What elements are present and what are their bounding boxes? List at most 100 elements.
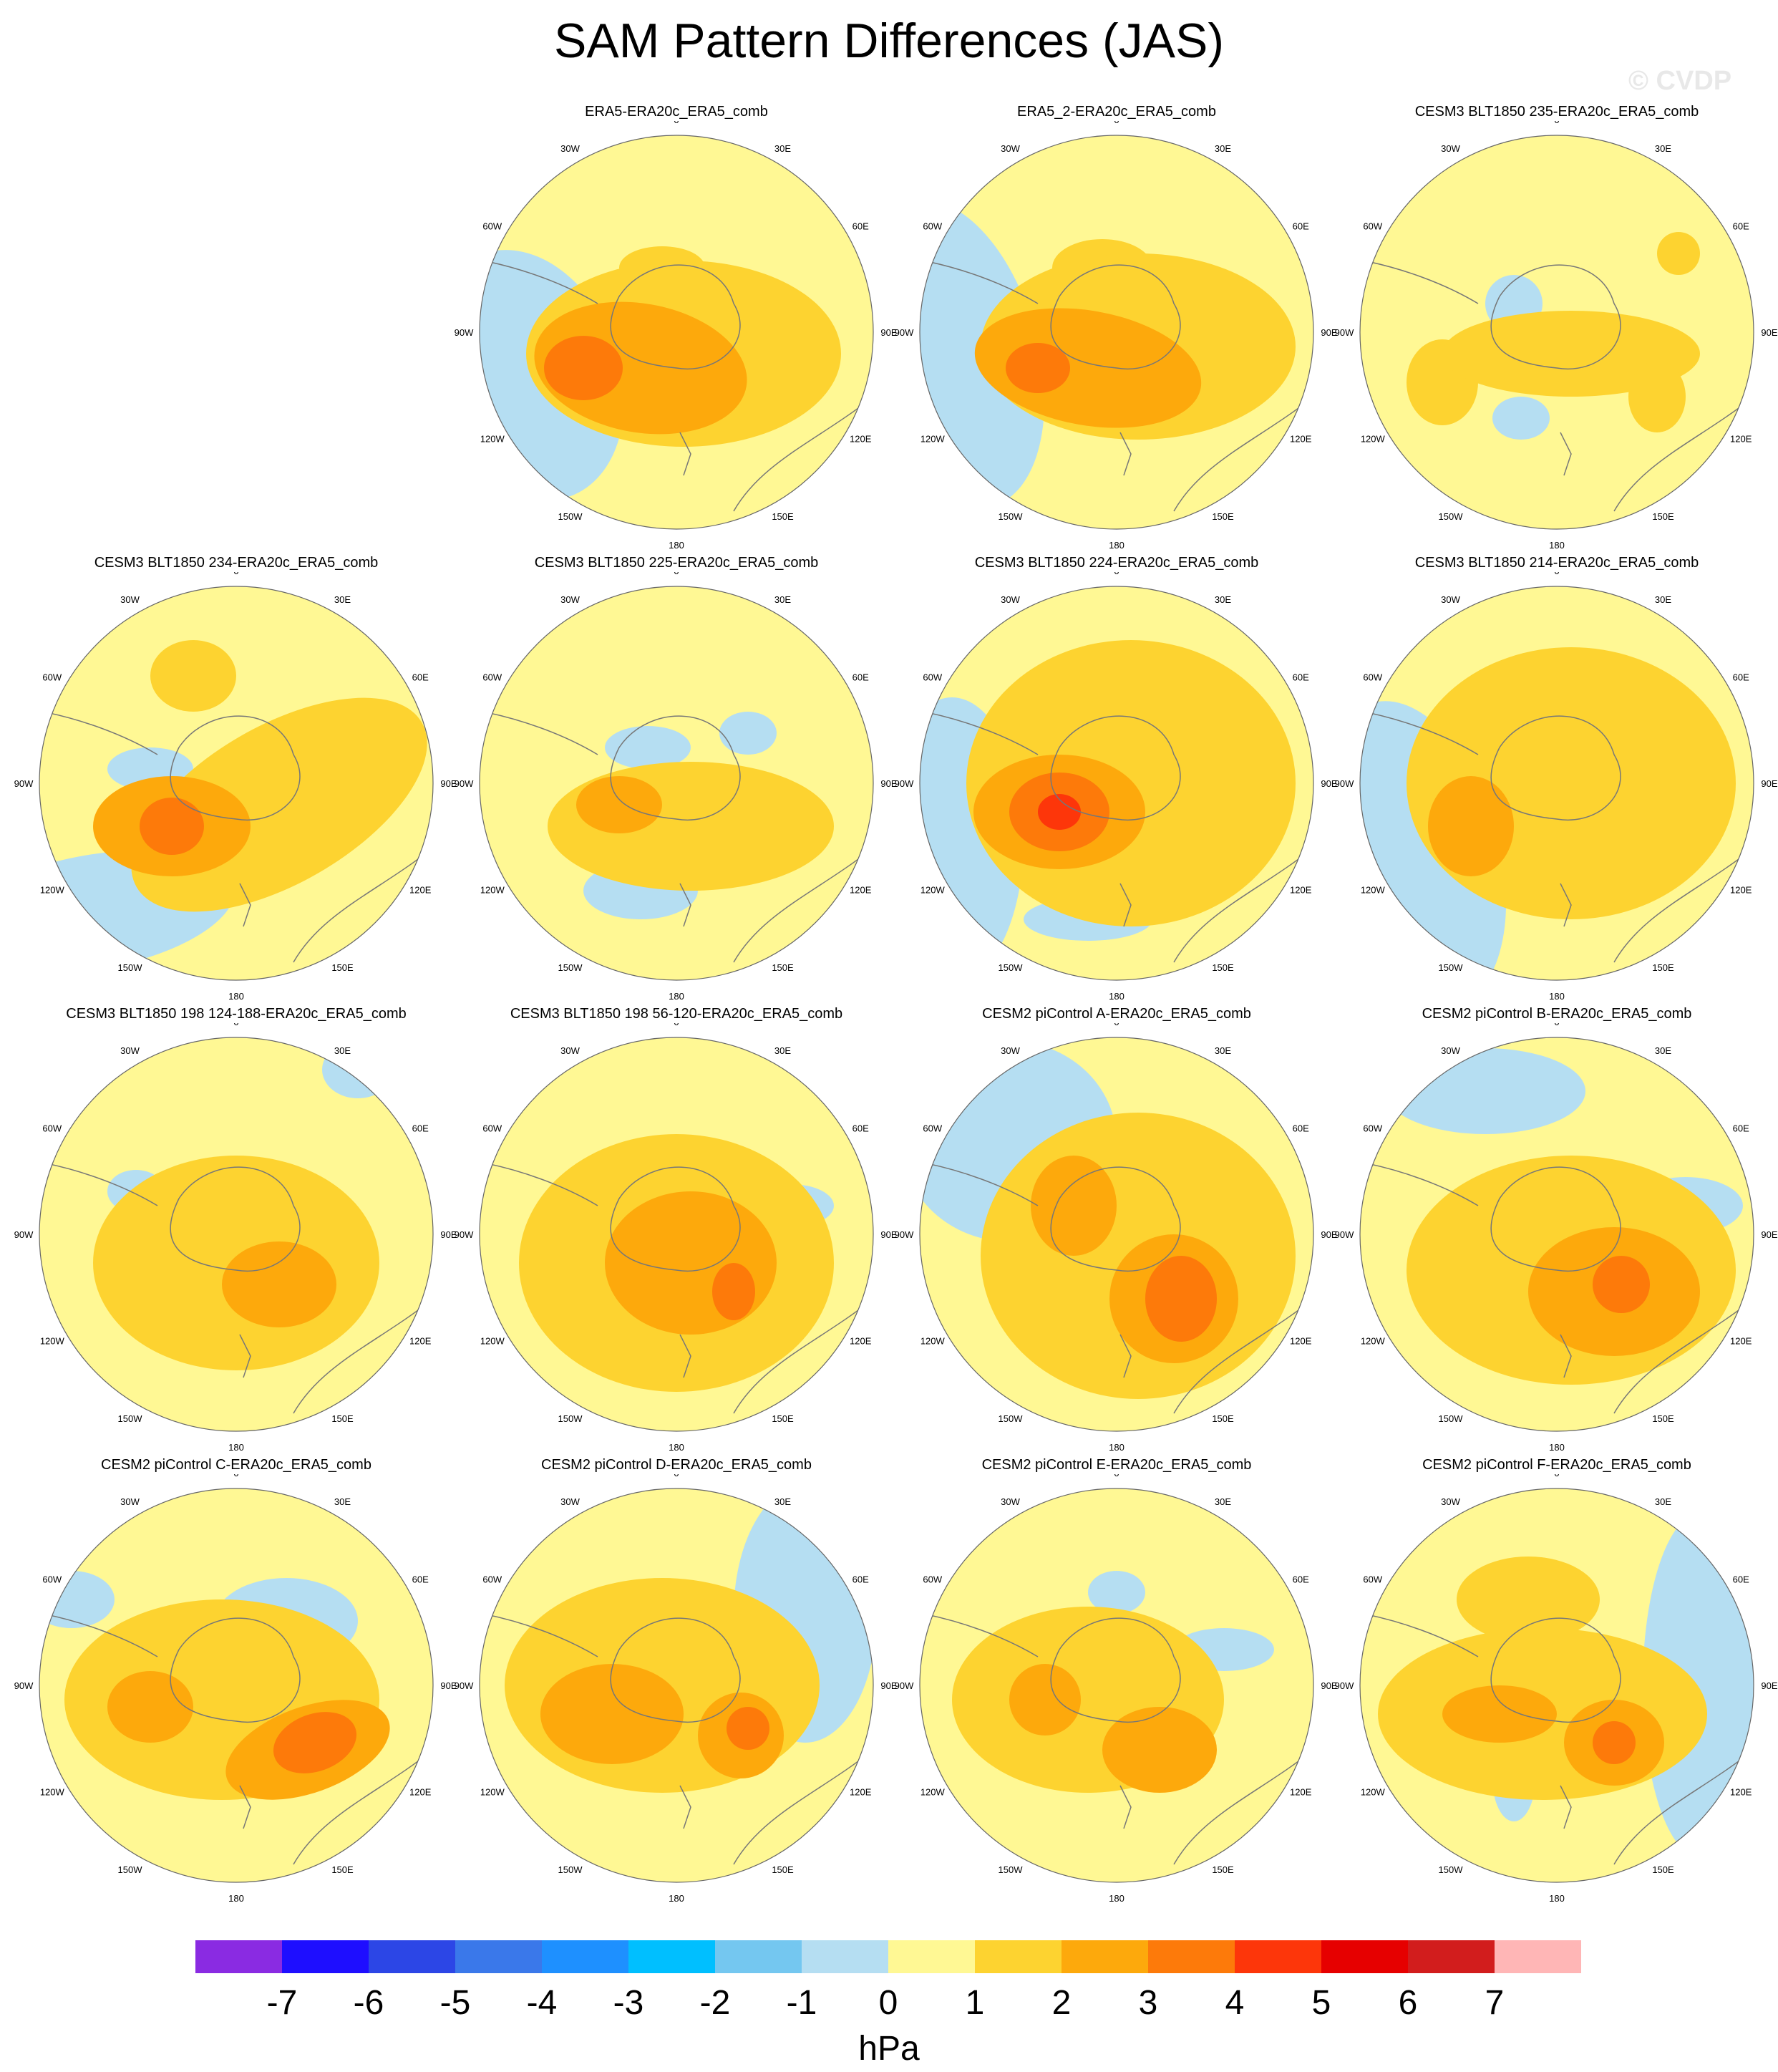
longitude-label: 60W xyxy=(1363,672,1382,683)
longitude-label: 60W xyxy=(482,221,502,232)
new-zealand-coastline xyxy=(679,883,691,927)
colorbar-tick-label: 7 xyxy=(1485,1984,1505,2022)
longitude-label: 60E xyxy=(852,1574,869,1585)
longitude-label: 120E xyxy=(1730,1336,1752,1347)
panel-title: ERA5_2-ERA20c_ERA5_comb xyxy=(1017,104,1216,120)
longitude-label: 60E xyxy=(412,1574,429,1585)
colorbar-segment xyxy=(1321,1940,1408,1973)
polar-map: 0 30E 60E 90E 120E 150E 180 150W 120W 90W 60W 30W xyxy=(14,1474,457,1904)
longitude-label: 150W xyxy=(558,962,583,973)
contour-fill xyxy=(1593,1721,1636,1764)
contour-fill xyxy=(273,1712,357,1773)
antarctica-coastline xyxy=(1050,1617,1181,1723)
south-america-coastline xyxy=(923,1613,1039,1657)
contour-fill xyxy=(544,336,623,400)
longitude-label: 150W xyxy=(118,1413,143,1424)
panel-title: CESM2 piControl D-ERA20c_ERA5_comb xyxy=(541,1457,812,1473)
polar-map: 0 30E 60E 90E 120E 150E 180 150W 120W 90W 60W 30W xyxy=(895,121,1338,551)
longitude-label: 120W xyxy=(40,1336,65,1347)
longitude-label: 0 xyxy=(674,1474,679,1478)
longitude-label: 30W xyxy=(560,594,580,605)
contour-fill xyxy=(1657,232,1700,275)
longitude-label: 90W xyxy=(14,778,34,789)
longitude-label: 90W xyxy=(455,1229,474,1240)
longitude-label: 90W xyxy=(1335,778,1354,789)
new-zealand-coastline xyxy=(1119,883,1132,927)
polar-map: 0 30E 60E 90E 120E 150E 180 150W 120W 90W 60W 30W xyxy=(895,1474,1338,1904)
australia-coastline xyxy=(293,1749,433,1865)
australia-coastline xyxy=(293,1298,433,1414)
colorbar-segment xyxy=(975,1940,1062,1973)
longitude-label: 60E xyxy=(1293,1574,1309,1585)
longitude-label: 60E xyxy=(1733,1123,1749,1134)
map-border xyxy=(1359,1488,1754,1883)
longitude-label: 180 xyxy=(1549,1893,1565,1904)
longitude-label: 60W xyxy=(42,672,62,683)
panel-title: CESM3 BLT1850 234-ERA20c_ERA5_comb xyxy=(94,555,379,571)
map-border xyxy=(479,1488,874,1883)
longitude-label: 120W xyxy=(920,434,946,445)
longitude-label: 120W xyxy=(1361,434,1386,445)
longitude-label: 150E xyxy=(1652,962,1674,973)
longitude-label: 150E xyxy=(1652,1413,1674,1424)
longitude-label: 30E xyxy=(1655,594,1671,605)
longitude-label: 0 xyxy=(674,1023,679,1027)
longitude-label: 150E xyxy=(772,1413,794,1424)
longitude-label: 150E xyxy=(1212,511,1234,522)
colorbar-tick-label: -2 xyxy=(699,1984,731,2022)
longitude-label: 180 xyxy=(228,991,244,1002)
longitude-label: 60E xyxy=(852,672,869,683)
map-border xyxy=(919,1488,1314,1883)
colorbar-tick-label: 0 xyxy=(878,1984,898,2022)
contour-fill xyxy=(974,308,1202,428)
longitude-label: 180 xyxy=(1549,991,1565,1002)
longitude-label: 30W xyxy=(560,143,580,154)
australia-coastline xyxy=(733,396,873,512)
contour-fill xyxy=(1593,1256,1650,1313)
new-zealand-coastline xyxy=(239,1334,251,1378)
longitude-label: 60W xyxy=(482,1574,502,1585)
longitude-label: 180 xyxy=(228,1442,244,1453)
colorbar-units: hPa xyxy=(858,2030,920,2068)
longitude-label: 120W xyxy=(1361,885,1386,896)
longitude-label: 60E xyxy=(1733,672,1749,683)
polar-map: 0 30E 60E 90E 120E 150E 180 150W 120W 90W 60W 30W xyxy=(895,572,1338,1002)
longitude-label: 150E xyxy=(1212,962,1234,973)
longitude-label: 30E xyxy=(1215,1496,1231,1507)
longitude-label: 120E xyxy=(1730,885,1752,896)
longitude-label: 120W xyxy=(1361,1336,1386,1347)
australia-coastline xyxy=(1173,847,1313,963)
longitude-label: 60E xyxy=(1293,672,1309,683)
longitude-label: 90E xyxy=(1321,327,1337,338)
longitude-label: 60W xyxy=(1363,1574,1382,1585)
australia-coastline xyxy=(1173,396,1313,512)
australia-coastline xyxy=(1613,1749,1754,1865)
new-zealand-coastline xyxy=(679,432,691,476)
longitude-label: 0 xyxy=(233,1474,238,1478)
longitude-label: 180 xyxy=(669,991,684,1002)
longitude-label: 150E xyxy=(331,1864,354,1875)
longitude-label: 60E xyxy=(852,221,869,232)
longitude-label: 120W xyxy=(480,1336,505,1347)
longitude-label: 60W xyxy=(42,1123,62,1134)
panel-title: CESM3 BLT1850 198 124-188-ERA20c_ERA5_co… xyxy=(66,1006,407,1022)
map-panel: CESM2 piControl A-ERA20c_ERA5_comb0 30E 60… xyxy=(895,1006,1339,1453)
contour-fill xyxy=(222,1241,336,1327)
map-panel: CESM2 piControl B-ERA20c_ERA5_comb0 30E 60… xyxy=(1335,1006,1778,1453)
australia-coastline xyxy=(733,1749,873,1865)
longitude-label: 150W xyxy=(999,1413,1024,1424)
longitude-label: 90E xyxy=(1761,1680,1777,1691)
longitude-label: 120E xyxy=(850,1336,872,1347)
panel-title: CESM2 piControl E-ERA20c_ERA5_comb xyxy=(981,1457,1252,1473)
map-panel: CESM2 piControl C-ERA20c_ERA5_comb0 30E 60… xyxy=(14,1457,458,1904)
longitude-label: 0 xyxy=(674,121,679,125)
south-america-coastline xyxy=(482,260,598,304)
longitude-label: 90E xyxy=(440,778,457,789)
longitude-label: 30E xyxy=(774,143,791,154)
longitude-label: 60W xyxy=(1363,221,1382,232)
longitude-label: 60W xyxy=(482,1123,502,1134)
panel-title: CESM3 BLT1850 225-ERA20c_ERA5_comb xyxy=(534,555,819,571)
longitude-label: 120E xyxy=(1290,885,1312,896)
longitude-label: 180 xyxy=(1549,1442,1565,1453)
contour-fill xyxy=(727,1707,769,1750)
